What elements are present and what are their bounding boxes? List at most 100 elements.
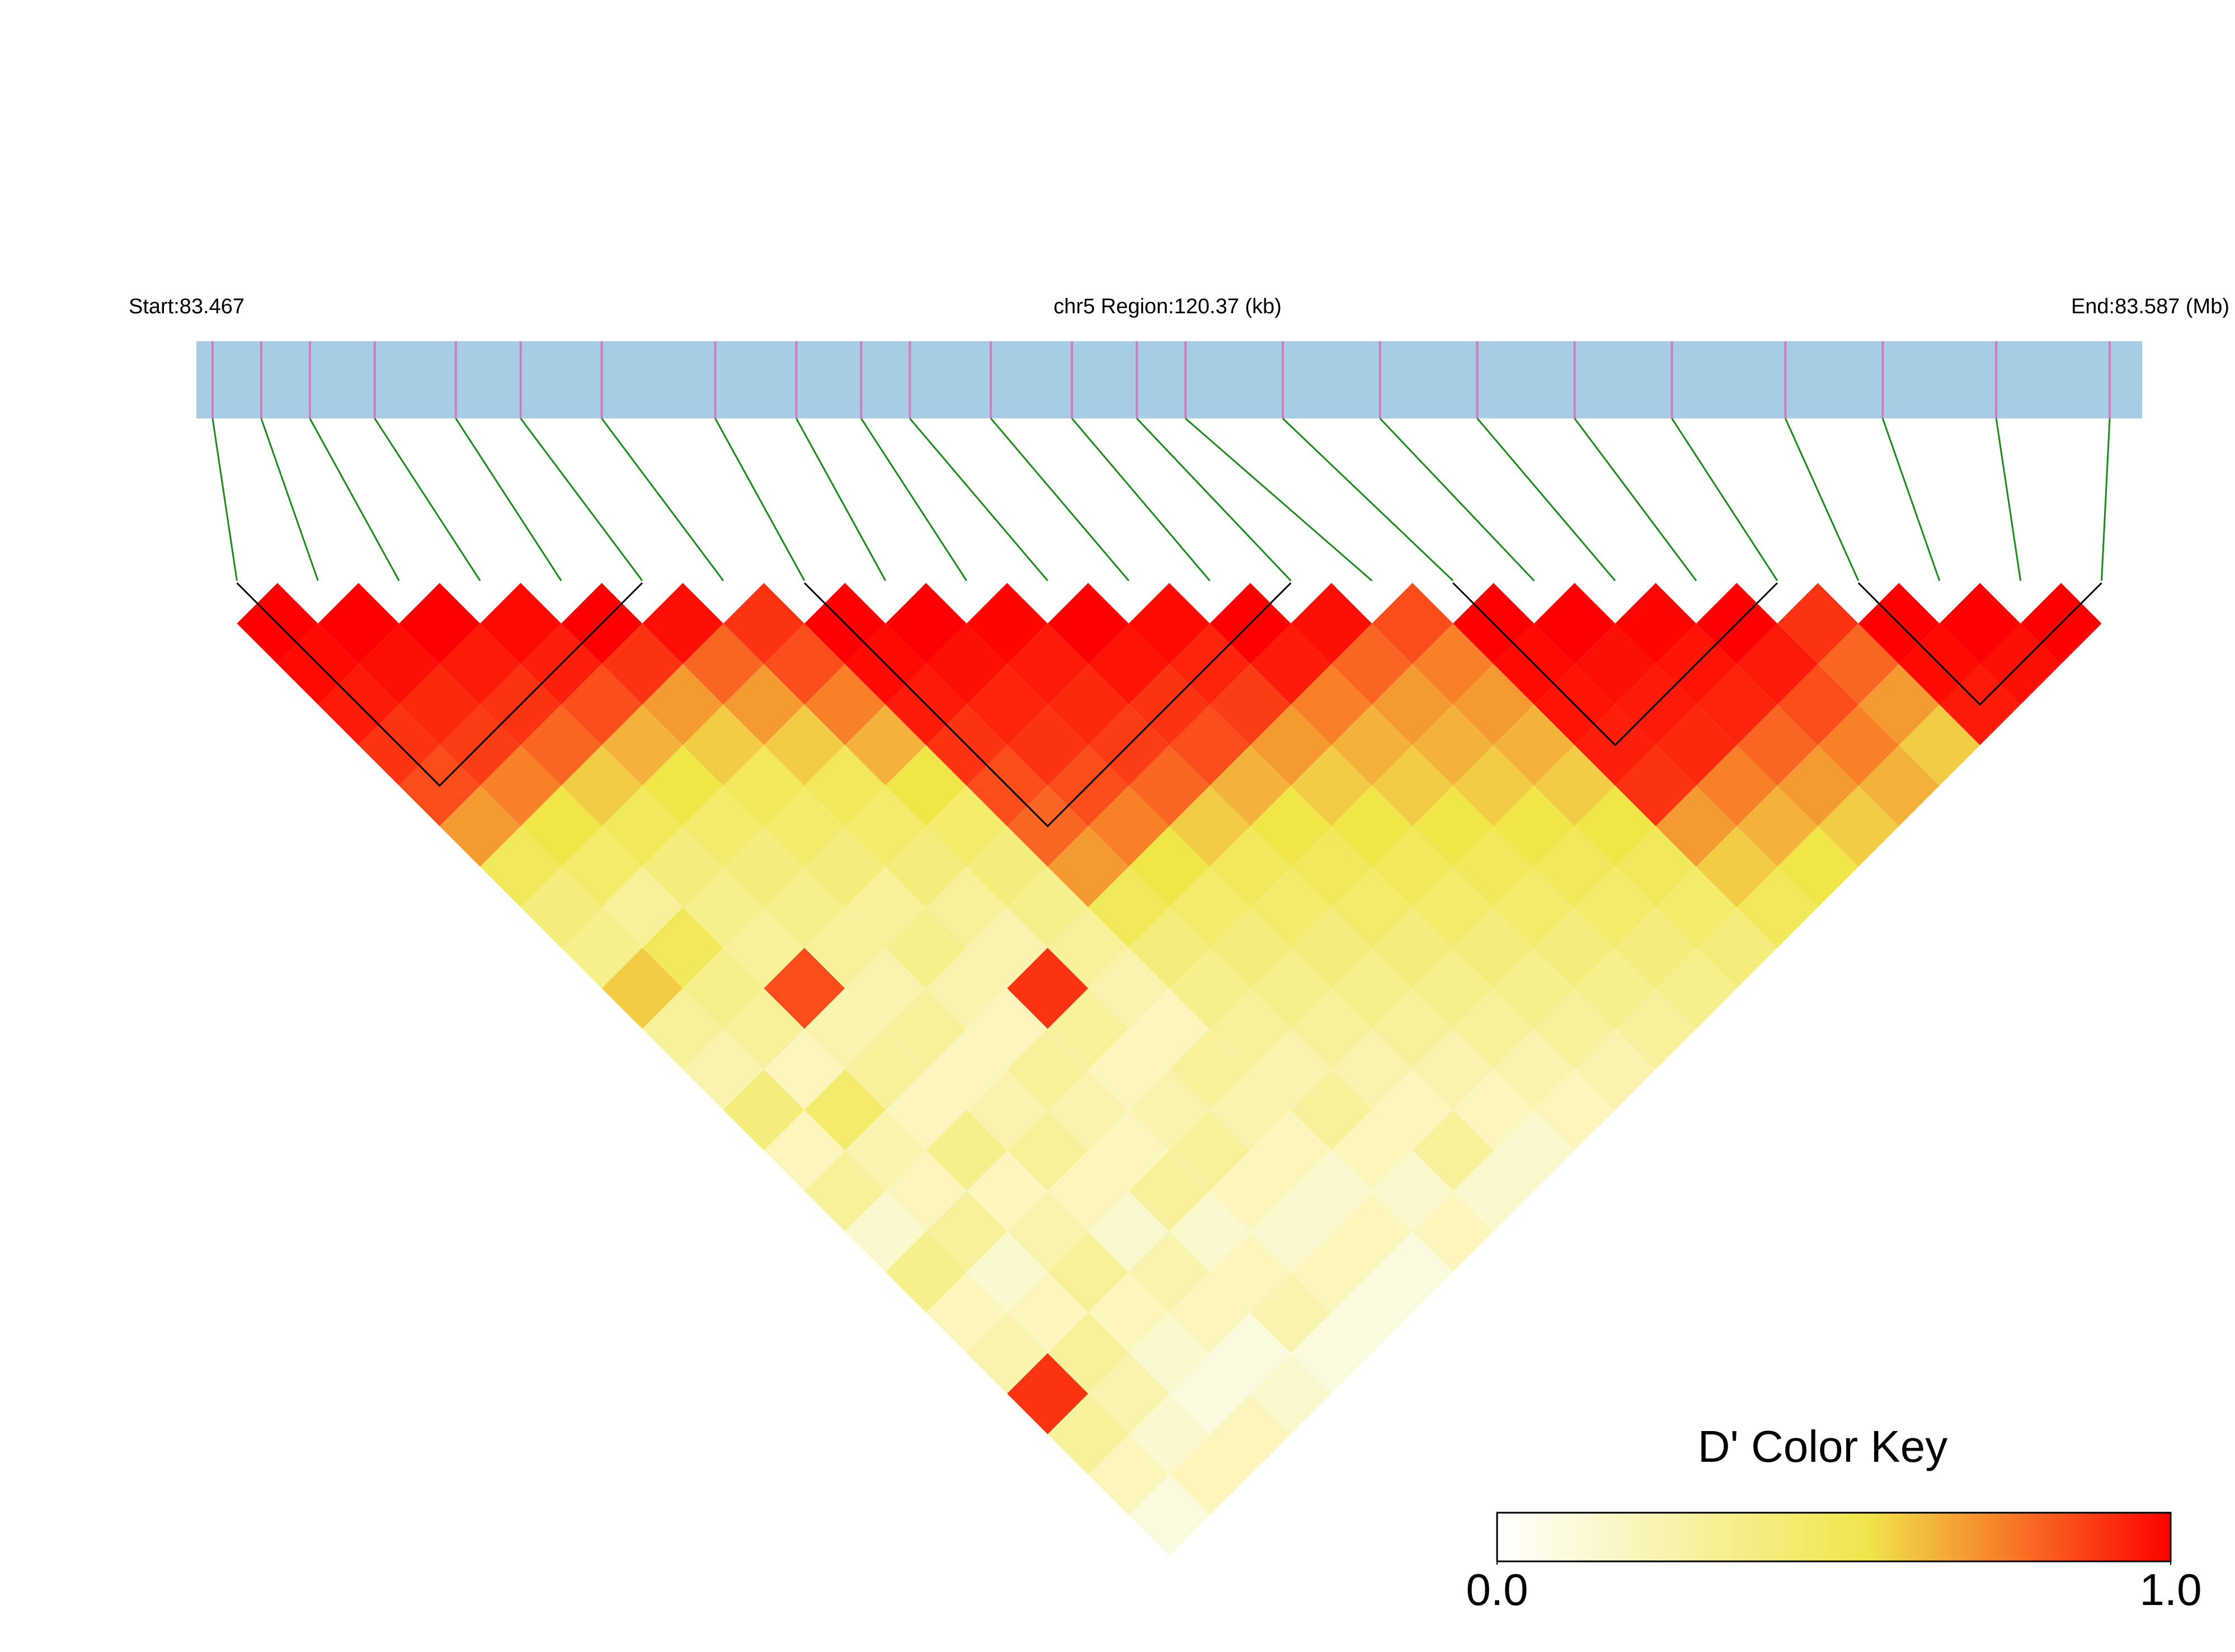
ld-cell bbox=[1655, 948, 1737, 1029]
ld-cell bbox=[561, 663, 643, 745]
ld-cell bbox=[1615, 745, 1696, 826]
ld-cell bbox=[1007, 623, 1089, 705]
ld-cell bbox=[1331, 1190, 1413, 1272]
ld-cell bbox=[1250, 1029, 1331, 1110]
ld-cell bbox=[1047, 1150, 1129, 1232]
ld-cell bbox=[1737, 704, 1818, 786]
ld-cell bbox=[1574, 867, 1656, 948]
ld-cell bbox=[1534, 907, 1616, 989]
key-tick-label: 0.0 bbox=[1466, 1565, 1528, 1615]
ld-cell bbox=[439, 785, 521, 867]
ld-cell bbox=[520, 704, 602, 786]
snp-link bbox=[601, 418, 724, 581]
ld-cell bbox=[1777, 663, 1858, 745]
ld-cell bbox=[1453, 826, 1535, 907]
ld-cell bbox=[1128, 907, 1210, 989]
ld-cell bbox=[480, 826, 562, 907]
ld-cell bbox=[1372, 745, 1453, 826]
ld-cell bbox=[601, 867, 683, 948]
ld-cell bbox=[1250, 948, 1331, 1029]
snp-link bbox=[1784, 418, 1860, 581]
ld-cell bbox=[764, 948, 845, 1029]
ld-cell bbox=[1128, 1475, 1210, 1556]
ld-cell bbox=[1818, 623, 1899, 705]
ld-cell bbox=[1007, 948, 1089, 1029]
ld-cell bbox=[1372, 1150, 1453, 1232]
ld-cell bbox=[966, 988, 1048, 1070]
ld-cell bbox=[1047, 907, 1129, 989]
ld-cell bbox=[1210, 745, 1291, 826]
ld-cell bbox=[723, 583, 804, 664]
ld-cell bbox=[642, 988, 723, 1070]
ld-cell bbox=[1493, 785, 1575, 867]
ld-cell bbox=[1372, 663, 1453, 745]
ld-cell bbox=[926, 785, 1008, 867]
ld-cell bbox=[845, 867, 926, 948]
ld-cell bbox=[926, 1109, 1008, 1191]
ld-cell bbox=[1088, 1434, 1169, 1515]
ld-cell bbox=[764, 704, 845, 786]
snp-link bbox=[909, 418, 1048, 581]
ld-cell bbox=[966, 663, 1048, 745]
ld-cell bbox=[1493, 1109, 1575, 1191]
ld-cell bbox=[845, 785, 926, 867]
ld-cell bbox=[885, 1150, 967, 1232]
ld-cell bbox=[1250, 1272, 1331, 1353]
ld-cell bbox=[1615, 826, 1696, 907]
ld-cell bbox=[1574, 948, 1656, 1029]
snp-link bbox=[455, 418, 562, 581]
ld-cell bbox=[1128, 1069, 1210, 1151]
ld-cell bbox=[1169, 1272, 1250, 1353]
ld-cell bbox=[885, 988, 967, 1070]
ld-cell bbox=[723, 663, 804, 745]
ld-cell bbox=[1574, 1029, 1656, 1110]
ld-cell bbox=[1899, 704, 1980, 786]
ld-cell bbox=[764, 1109, 845, 1191]
ld-cell bbox=[1007, 1190, 1089, 1272]
ld-cell bbox=[845, 704, 926, 786]
ld-block bbox=[236, 582, 643, 787]
ld-block bbox=[1452, 582, 1778, 746]
ld-cell bbox=[1047, 663, 1129, 745]
ld-cell bbox=[683, 1029, 764, 1110]
ld-cell bbox=[845, 1109, 926, 1191]
ld-cell bbox=[1412, 1109, 1494, 1191]
ld-cell bbox=[1210, 907, 1291, 989]
ld-cell bbox=[642, 663, 723, 745]
key-title: D' Color Key bbox=[1698, 1422, 1948, 1471]
key-tick-label: 1.0 bbox=[2139, 1565, 2201, 1615]
ld-cell bbox=[1007, 704, 1089, 786]
ld-cell bbox=[399, 663, 481, 745]
ld-cell bbox=[804, 663, 886, 745]
ld-cell bbox=[1331, 1029, 1413, 1110]
ld-cell bbox=[885, 1231, 967, 1313]
ld-cell bbox=[966, 583, 1048, 664]
start-label: Start:83.467 bbox=[129, 295, 244, 318]
ld-cell bbox=[1128, 1150, 1210, 1232]
ld-cell bbox=[1169, 1029, 1250, 1110]
snp-link bbox=[211, 418, 238, 581]
snp-link bbox=[309, 418, 400, 581]
ld-cell bbox=[1372, 826, 1453, 907]
ld-cell bbox=[1493, 704, 1575, 786]
ld-cell bbox=[1169, 785, 1250, 867]
ld-cell bbox=[764, 623, 845, 705]
ld-cell bbox=[1453, 663, 1535, 745]
ld-cell bbox=[966, 1312, 1048, 1394]
ld-cell bbox=[1250, 785, 1331, 867]
ld-cell bbox=[1210, 988, 1291, 1070]
ld-cell bbox=[683, 785, 764, 867]
ld-cell bbox=[1777, 826, 1858, 907]
ld-cell bbox=[1412, 1029, 1494, 1110]
ld-cell bbox=[1858, 745, 1940, 826]
ld-cell bbox=[1007, 1029, 1089, 1110]
ld-cell bbox=[601, 785, 683, 867]
ld-cell bbox=[845, 948, 926, 1029]
ld-cell bbox=[1331, 948, 1413, 1029]
snp-link bbox=[1476, 418, 1616, 581]
snp-bar bbox=[196, 341, 2142, 418]
ld-cell bbox=[1453, 988, 1535, 1070]
ld-cell bbox=[1169, 1434, 1250, 1515]
ld-cell bbox=[601, 623, 683, 705]
